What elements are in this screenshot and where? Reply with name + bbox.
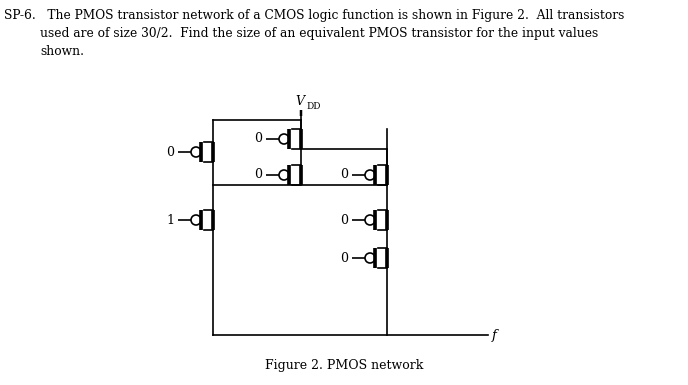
Text: 0: 0 <box>166 146 174 159</box>
Text: SP-6.   The PMOS transistor network of a CMOS logic function is shown in Figure : SP-6. The PMOS transistor network of a C… <box>4 9 625 22</box>
Text: f: f <box>492 328 497 341</box>
Text: 1: 1 <box>166 214 174 226</box>
Text: 0: 0 <box>254 132 262 146</box>
Text: 0: 0 <box>340 251 348 264</box>
Text: 0: 0 <box>340 169 348 181</box>
Text: 0: 0 <box>340 214 348 226</box>
Text: V: V <box>296 95 305 108</box>
Text: DD: DD <box>306 102 321 111</box>
Text: 0: 0 <box>254 169 262 181</box>
Text: Figure 2. PMOS network: Figure 2. PMOS network <box>265 359 423 372</box>
Text: used are of size 30/2.  Find the size of an equivalent PMOS transistor for the i: used are of size 30/2. Find the size of … <box>40 27 599 40</box>
Text: shown.: shown. <box>40 45 84 58</box>
